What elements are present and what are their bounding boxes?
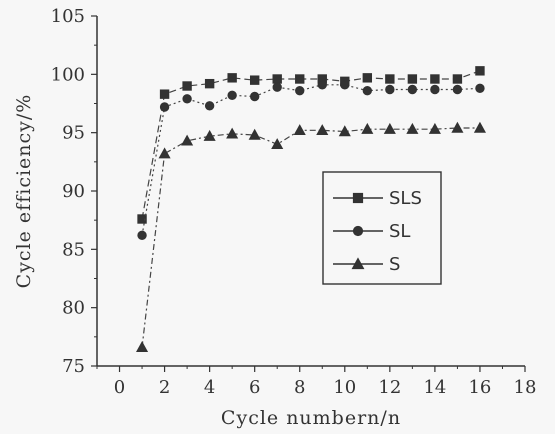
y-tick-label: 80 [62, 298, 85, 319]
data-point [383, 122, 396, 134]
x-tick-label: 0 [114, 377, 125, 398]
data-point [407, 74, 418, 84]
series-layer [136, 66, 486, 353]
legend-label: S [389, 254, 400, 275]
data-point [295, 85, 305, 96]
y-tick-label: 85 [62, 239, 85, 260]
data-point [351, 257, 365, 270]
y-axis-ticks: 75 80 85 90 95 100 105 [51, 6, 97, 377]
data-point [362, 85, 373, 96]
x-tick-label: 6 [249, 377, 260, 398]
series-line [141, 127, 480, 348]
legend-item: S [333, 254, 400, 275]
x-tick-label: 4 [204, 377, 215, 398]
data-point [430, 84, 440, 95]
y-tick-label: 75 [62, 356, 85, 377]
data-point [475, 83, 485, 94]
data-point [407, 84, 418, 95]
x-tick-label: 14 [423, 377, 446, 398]
legend-item: SLS [333, 188, 422, 209]
y-tick-label: 105 [51, 6, 85, 27]
data-point [452, 84, 463, 95]
y-tick-label: 100 [51, 64, 85, 85]
data-point [473, 121, 486, 133]
x-tick-label: 8 [294, 377, 305, 398]
data-point [227, 90, 237, 101]
data-point [428, 122, 441, 134]
y-tick-label: 90 [62, 181, 85, 202]
x-tick-label: 12 [378, 377, 401, 398]
data-point [182, 94, 192, 104]
data-point [249, 75, 260, 85]
data-point [385, 74, 395, 84]
data-point [204, 78, 215, 89]
data-point [362, 73, 373, 83]
series-s [136, 121, 486, 353]
data-point [227, 73, 237, 83]
series-line [141, 70, 481, 220]
data-point [272, 74, 282, 84]
legend-label: SL [389, 221, 410, 242]
data-point [137, 230, 147, 241]
x-tick-label: 16 [468, 377, 491, 398]
data-point [158, 147, 171, 159]
data-point [430, 74, 440, 84]
data-point [182, 81, 192, 91]
data-point [137, 214, 147, 224]
data-point [451, 121, 464, 133]
data-point [475, 66, 485, 76]
legend-label: SLS [389, 188, 422, 209]
data-point [272, 82, 282, 92]
x-tick-label: 10 [333, 377, 356, 398]
data-point [352, 225, 364, 237]
x-tick-label: 18 [514, 377, 537, 398]
data-point [226, 127, 239, 139]
data-point [203, 129, 216, 141]
legend-box [322, 171, 442, 285]
series-line [141, 84, 480, 236]
legend-item: SL [333, 221, 410, 242]
data-point [316, 124, 329, 136]
data-point [452, 74, 463, 84]
x-axis-label: Cycle numbern/n [221, 407, 401, 429]
data-point [406, 122, 419, 134]
data-point [159, 89, 170, 99]
data-point [361, 122, 374, 134]
data-point [204, 101, 215, 111]
data-point [340, 80, 350, 90]
data-point [181, 134, 194, 146]
data-point [293, 124, 306, 136]
series-sls [137, 66, 485, 224]
axes-group: 0 2 4 6 8 10 12 14 16 18 75 80 85 90 95 100 105 Cycle n… [13, 6, 536, 429]
x-tick-label: 2 [159, 377, 170, 398]
data-point [317, 80, 327, 90]
data-point [136, 341, 149, 353]
x-axis-ticks: 0 2 4 6 8 10 12 14 16 18 [96, 366, 537, 398]
data-point [295, 74, 305, 84]
y-tick-label: 95 [62, 123, 85, 144]
data-point [338, 125, 351, 137]
data-point [385, 84, 395, 95]
y-axis-label: Cycle efficiency/% [13, 94, 35, 289]
data-point [352, 192, 364, 204]
series-sl [137, 80, 485, 241]
data-point [248, 128, 261, 140]
data-point [249, 91, 260, 102]
data-point [271, 138, 284, 150]
data-point [159, 102, 170, 112]
